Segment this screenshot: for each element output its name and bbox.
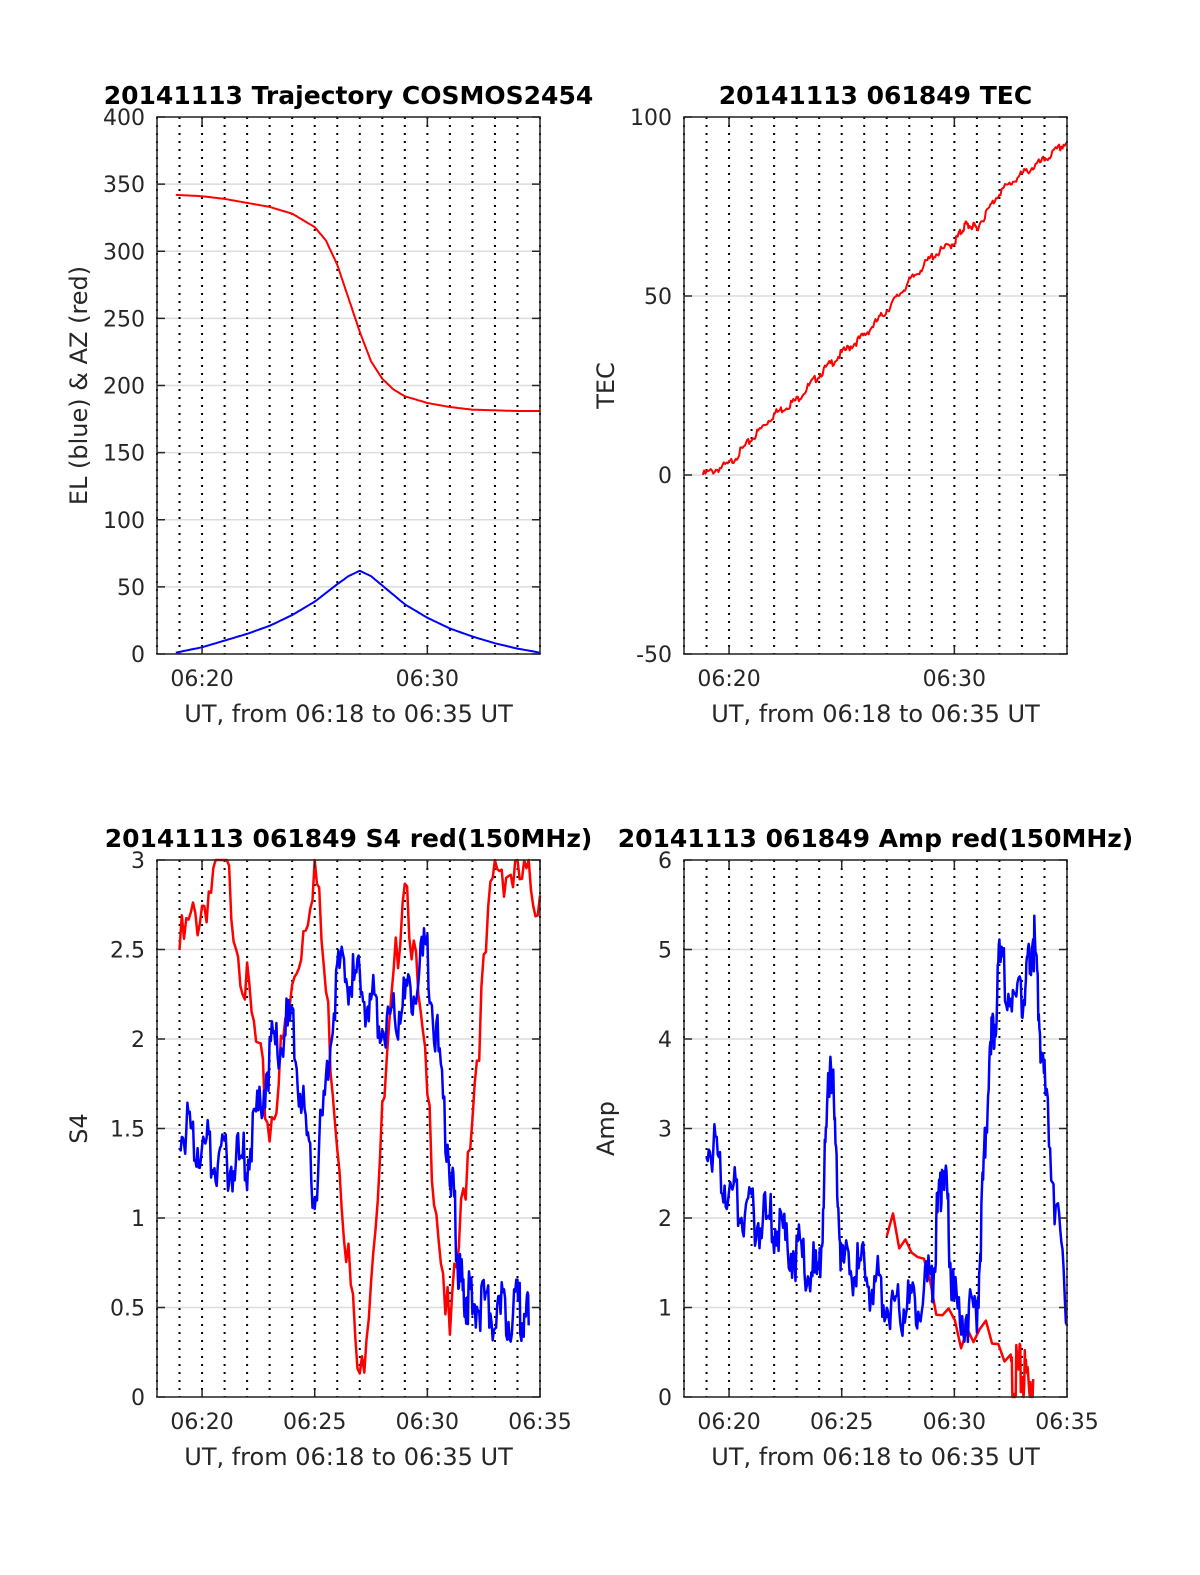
y-tick-label: 250 bbox=[103, 307, 145, 332]
x-tick-label: 06:20 bbox=[697, 667, 760, 692]
axes-frame bbox=[683, 116, 1068, 655]
y-tick-label: 4 bbox=[658, 1028, 672, 1053]
series-line-red bbox=[175, 193, 540, 412]
y-tick-label: 1.5 bbox=[110, 1118, 145, 1143]
x-axis-label: UT, from 06:18 to 06:35 UT bbox=[711, 1443, 1040, 1471]
chart-title: 20141113 061849 S4 red(150MHz) bbox=[105, 824, 593, 853]
y-tick-label: 150 bbox=[103, 442, 145, 467]
x-tick-label: 06:25 bbox=[810, 1410, 873, 1435]
x-tick-label: 06:30 bbox=[923, 667, 986, 692]
x-tick-label: 06:20 bbox=[170, 1410, 233, 1435]
y-tick-label: 100 bbox=[630, 106, 672, 131]
y-tick-label: 1 bbox=[658, 1297, 672, 1322]
y-tick-label: 350 bbox=[103, 173, 145, 198]
series-line-red bbox=[178, 858, 542, 1375]
y-tick-label: 2 bbox=[658, 1207, 672, 1232]
series-line-red bbox=[701, 141, 1068, 476]
x-tick-label: 06:30 bbox=[396, 1410, 459, 1435]
series-line-blue bbox=[175, 569, 541, 654]
y-axis-label: S4 bbox=[65, 1113, 93, 1144]
y-tick-label: 0 bbox=[131, 1386, 145, 1411]
y-axis-label: EL (blue) & AZ (red) bbox=[65, 266, 93, 505]
y-axis-label: TEC bbox=[592, 362, 620, 410]
x-axis-label: UT, from 06:18 to 06:35 UT bbox=[711, 700, 1040, 728]
chart-title: 20141113 061849 TEC bbox=[719, 81, 1032, 110]
y-tick-label: 5 bbox=[658, 939, 672, 964]
chart-title: 20141113 Trajectory COSMOS2454 bbox=[104, 81, 594, 110]
series-line-blue bbox=[178, 927, 530, 1343]
series-line-blue bbox=[705, 914, 1069, 1344]
chart-panel-2: -50 0 50 100 06:20 06:30 20141113 061849 TEC UT… bbox=[592, 81, 1068, 728]
x-tick-label: 06:20 bbox=[697, 1410, 760, 1435]
y-tick-label: 400 bbox=[103, 106, 145, 131]
x-tick-label: 06:35 bbox=[508, 1410, 571, 1435]
y-tick-label: 0 bbox=[658, 464, 672, 489]
chart-panel-1: 0 50 100 150 200 250 300 350 400 06:20 06:30 201411… bbox=[65, 81, 593, 728]
y-tick-label: 1 bbox=[131, 1207, 145, 1232]
y-tick-label: 2 bbox=[131, 1028, 145, 1053]
x-tick-label: 06:30 bbox=[923, 1410, 986, 1435]
y-axis-label: Amp bbox=[592, 1101, 620, 1156]
x-tick-label: 06:25 bbox=[283, 1410, 346, 1435]
x-tick-label: 06:30 bbox=[396, 667, 459, 692]
y-tick-label: 0 bbox=[658, 1386, 672, 1411]
y-tick-label: 50 bbox=[644, 285, 672, 310]
y-tick-label: 0.5 bbox=[110, 1297, 145, 1322]
chart-panel-3: 0 0.5 1 1.5 2 2.5 3 06:20 06:25 06:30 06:35 2014111… bbox=[65, 824, 592, 1471]
y-tick-label: 3 bbox=[131, 849, 145, 874]
x-tick-label: 06:35 bbox=[1035, 1410, 1098, 1435]
y-tick-label: -50 bbox=[636, 643, 672, 668]
chart-panel-4: 0 1 2 3 4 5 6 06:20 06:25 06:30 06:35 20141113 0618… bbox=[592, 824, 1133, 1471]
y-tick-label: 6 bbox=[658, 849, 672, 874]
x-axis-label: UT, from 06:18 to 06:35 UT bbox=[184, 700, 513, 728]
chart-title: 20141113 061849 Amp red(150MHz) bbox=[618, 824, 1134, 853]
series-line-red bbox=[885, 1212, 1035, 1399]
x-tick-label: 06:20 bbox=[170, 667, 233, 692]
y-tick-label: 3 bbox=[658, 1118, 672, 1143]
y-tick-label: 50 bbox=[117, 576, 145, 601]
y-tick-label: 300 bbox=[103, 240, 145, 265]
y-tick-label: 2.5 bbox=[110, 939, 145, 964]
y-tick-label: 0 bbox=[131, 643, 145, 668]
x-axis-label: UT, from 06:18 to 06:35 UT bbox=[184, 1443, 513, 1471]
y-tick-label: 100 bbox=[103, 509, 145, 534]
y-tick-label: 200 bbox=[103, 375, 145, 400]
